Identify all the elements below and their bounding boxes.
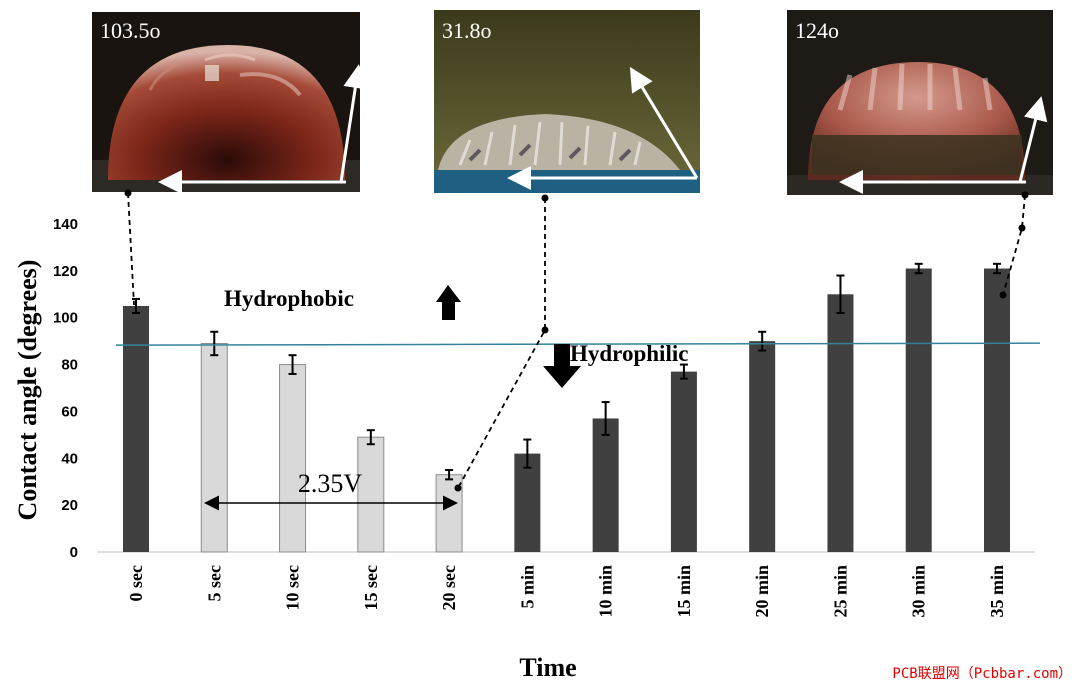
x-tick-label: 20 min bbox=[752, 565, 772, 618]
error-bar-5-sec bbox=[210, 330, 219, 357]
bar-series bbox=[123, 262, 1010, 553]
x-tick-label: 30 min bbox=[909, 565, 929, 618]
hydrophobic-label: Hydrophobic bbox=[224, 286, 354, 311]
error-bar-20-sec bbox=[445, 469, 454, 481]
photo-1-angle-label: 103.5o bbox=[100, 18, 161, 43]
bar-5-sec bbox=[200, 342, 228, 553]
y-tick-label: 20 bbox=[61, 497, 78, 514]
bar-15-min bbox=[670, 371, 697, 552]
bar-10-min bbox=[592, 418, 619, 552]
bar-5-min bbox=[514, 453, 541, 552]
x-tick-label: 5 min bbox=[517, 565, 537, 609]
x-tick-label: 15 sec bbox=[361, 565, 381, 610]
connector-dots bbox=[124, 189, 1029, 492]
x-tick-label: 10 sec bbox=[283, 565, 303, 610]
y-tick-label: 0 bbox=[70, 544, 78, 561]
error-bar-10-min bbox=[601, 401, 610, 436]
x-tick-label: 15 min bbox=[674, 565, 694, 618]
bar-25-min bbox=[827, 294, 854, 552]
error-bar-30-min bbox=[914, 262, 923, 275]
y-axis-title: Contact angle (degrees) bbox=[13, 260, 42, 521]
y-tick-label: 40 bbox=[61, 450, 78, 467]
error-bar-0-sec bbox=[132, 297, 140, 315]
voltage-label: 2.35V bbox=[298, 469, 363, 498]
hydrophobic-threshold-line bbox=[115, 342, 1041, 346]
hydrophilic-down-arrow-icon bbox=[543, 344, 581, 388]
x-tick-label: 0 sec bbox=[126, 565, 146, 601]
bar-0-sec bbox=[123, 306, 149, 552]
connector-3 bbox=[1002, 194, 1026, 296]
error-bar-25-min bbox=[836, 274, 845, 315]
watermark: PCB联盟网（Pcbbar.com） bbox=[892, 666, 1072, 682]
hydrophobic-up-arrow-icon bbox=[436, 285, 461, 320]
bar-20-min bbox=[749, 341, 776, 552]
y-tick-label: 100 bbox=[53, 310, 78, 327]
x-tick-label: 25 min bbox=[830, 565, 850, 618]
connector-2 bbox=[457, 198, 546, 489]
bar-35-min bbox=[984, 268, 1010, 552]
x-tick-label: 20 sec bbox=[439, 565, 459, 610]
hydrophilic-label: Hydrophilic bbox=[570, 341, 688, 366]
droplet-photo-2: 31.8o bbox=[434, 10, 700, 193]
x-tick-label: 5 sec bbox=[204, 565, 224, 601]
photo-3-angle-label: 124o bbox=[795, 18, 839, 43]
y-tick-label: 120 bbox=[53, 263, 78, 280]
error-bar-20-min bbox=[758, 330, 767, 352]
connector-1 bbox=[127, 192, 135, 306]
y-tick-label: 60 bbox=[61, 403, 78, 420]
error-bar-15-sec bbox=[366, 429, 375, 446]
x-tick-label: 10 min bbox=[596, 565, 616, 618]
x-tick-label: 35 min bbox=[987, 565, 1007, 618]
bar-30-min bbox=[905, 268, 932, 552]
droplet-photo-1: 103.5o bbox=[92, 12, 368, 194]
y-tick-label: 80 bbox=[61, 357, 78, 374]
x-axis-title: Time bbox=[519, 653, 576, 682]
photo-2-angle-label: 31.8o bbox=[442, 18, 492, 43]
error-bar-10-sec bbox=[288, 354, 297, 375]
x-axis-ticks: 0 sec 5 sec 10 sec 15 sec 20 sec 5 min 10 min 1… bbox=[126, 565, 1007, 618]
y-axis-ticks: 0 20 40 60 80 100 120 140 bbox=[53, 216, 78, 561]
photo-connector-lines bbox=[127, 192, 1026, 489]
droplet-photo-3: 124o bbox=[787, 10, 1053, 195]
error-bar-15-min bbox=[679, 363, 688, 380]
y-tick-label: 140 bbox=[53, 216, 78, 233]
bar-10-sec bbox=[279, 364, 307, 553]
error-bar-5-min bbox=[523, 438, 532, 469]
error-bar-35-min bbox=[993, 262, 1001, 275]
